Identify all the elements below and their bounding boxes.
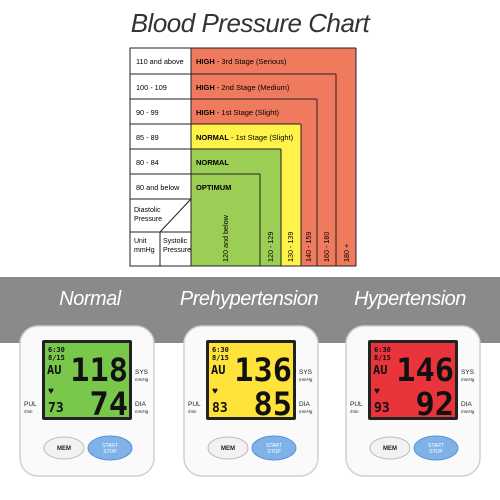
dia-unit: mmHg: [461, 409, 475, 414]
label-prehypertension: Prehypertension: [179, 288, 319, 310]
lcd-systolic: 136: [234, 351, 292, 389]
lcd-date: 8/15: [48, 354, 65, 362]
start-label: START: [102, 443, 118, 449]
lcd-date: 8/15: [212, 354, 229, 362]
row-label: 80 and below: [136, 183, 180, 192]
unit-header: Unit mmHg: [134, 238, 155, 254]
dia-label: DIA: [135, 401, 147, 408]
chart-title: Blood Pressure Chart: [130, 8, 370, 38]
column-label: 130 - 139: [286, 232, 295, 262]
dia-label: DIA: [299, 401, 311, 408]
column-label: 120 - 129: [266, 232, 275, 262]
start-stop-button[interactable]: [87, 435, 133, 461]
sys-label: SYS: [461, 369, 475, 376]
lcd-diastolic: 85: [253, 385, 292, 423]
row-label: 85 - 89: [136, 133, 159, 142]
lcd-systolic: 118: [70, 351, 128, 389]
lcd-systolic: 146: [396, 351, 454, 389]
column-label: 160 - 180: [322, 232, 331, 262]
heart-icon: ♥: [374, 386, 380, 397]
lcd-time: 6:30: [374, 346, 391, 354]
lcd-screen: [209, 343, 293, 417]
mem-button[interactable]: [207, 436, 249, 460]
heart-icon: ♥: [212, 386, 218, 397]
band-label: NORMAL: [196, 158, 229, 167]
lcd-pulse: 73: [48, 401, 64, 416]
pul-label: PUL: [350, 401, 363, 408]
pul-label: PUL: [188, 401, 201, 408]
systolic-header: Systolic Pressure: [163, 238, 191, 254]
mem-button-label: MEM: [221, 446, 235, 452]
lcd-mode: AU: [211, 363, 225, 377]
band-labels: HIGH - 3rd Stage (Serious) HIGH - 2nd St…: [196, 57, 294, 192]
lcd-time: 6:30: [48, 346, 65, 354]
column-label: 140 - 159: [304, 232, 313, 262]
lcd-pulse: 93: [374, 401, 390, 416]
band-label: HIGH - 3rd Stage (Serious): [196, 57, 287, 66]
lcd-diastolic: 74: [89, 385, 128, 423]
dia-label: DIA: [461, 401, 473, 408]
row-label: 110 and above: [136, 57, 184, 66]
label-hypertension: Hypertension: [354, 288, 466, 310]
heart-icon: ♥: [48, 386, 54, 397]
start-label: START: [266, 443, 282, 449]
row-label: 90 - 99: [136, 108, 159, 117]
lcd-mode: AU: [373, 363, 387, 377]
dia-unit: mmHg: [299, 409, 313, 414]
column-label: 180 +: [342, 244, 351, 262]
band-label: HIGH - 1st Stage (Slight): [196, 108, 279, 117]
sys-unit: mmHg: [461, 377, 475, 382]
diastolic-header: Diastolic Pressure: [134, 207, 162, 223]
column-label: 120 and below: [221, 214, 230, 262]
band-label: OPTIMUM: [196, 183, 231, 192]
row-labels: 110 and above 100 - 109 90 - 99 85 - 89 …: [136, 57, 184, 192]
start-stop-button[interactable]: [251, 435, 297, 461]
mem-button-label: MEM: [57, 446, 71, 452]
band-label: NORMAL - 1st Stage (Slight): [196, 133, 294, 142]
lcd-time: 6:30: [212, 346, 229, 354]
lcd-diastolic: 92: [415, 385, 454, 423]
label-normal: Normal: [59, 288, 121, 310]
start-stop-button[interactable]: [413, 435, 459, 461]
dia-unit: mmHg: [135, 409, 149, 414]
lcd-screen: [371, 343, 455, 417]
stop-label: STOP: [267, 449, 281, 455]
row-label: 100 - 109: [136, 83, 167, 92]
lcd-screen: [45, 343, 129, 417]
pul-label: PUL: [24, 401, 37, 408]
pul-unit: /min: [23, 409, 33, 414]
sys-label: SYS: [135, 369, 149, 376]
blood-pressure-chart: 110 and above 100 - 109 90 - 99 85 - 89 …: [129, 47, 357, 267]
band-label: HIGH - 2nd Stage (Medium): [196, 83, 290, 92]
row-label-column: [129, 47, 192, 267]
start-label: START: [428, 443, 444, 449]
sys-unit: mmHg: [135, 377, 149, 382]
row-lines: [130, 47, 357, 267]
mem-button[interactable]: [43, 436, 85, 460]
band-normal: [191, 149, 281, 266]
sys-unit: mmHg: [299, 377, 313, 382]
stop-label: STOP: [429, 449, 443, 455]
column-labels: 120 and below 120 - 129 130 - 139 140 - …: [221, 214, 351, 262]
row-label: 80 - 84: [136, 158, 159, 167]
lcd-pulse: 83: [212, 401, 228, 416]
mem-button-label: MEM: [383, 446, 397, 452]
lcd-date: 8/15: [374, 354, 391, 362]
pul-unit: /min: [349, 409, 359, 414]
pul-unit: /min: [187, 409, 197, 414]
stop-label: STOP: [103, 449, 117, 455]
sys-label: SYS: [299, 369, 313, 376]
mem-button[interactable]: [369, 436, 411, 460]
lcd-mode: AU: [47, 363, 61, 377]
